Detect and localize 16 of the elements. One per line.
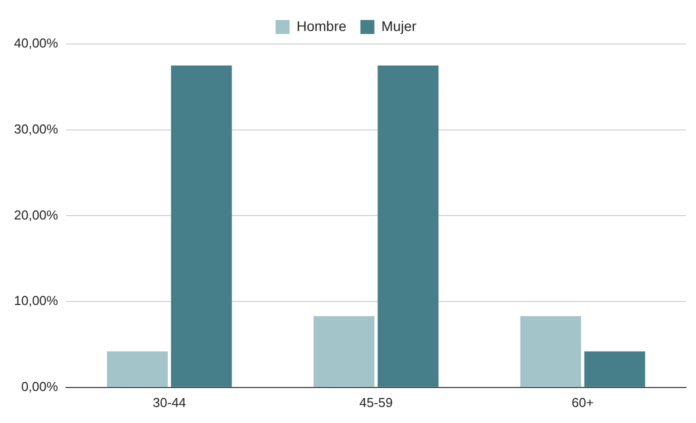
bar [171, 65, 232, 387]
y-tick-label: 20,00% [14, 207, 59, 222]
legend-label: Mujer [381, 18, 417, 34]
bar [106, 351, 168, 387]
y-tick-label: 10,00% [14, 293, 59, 308]
bar [378, 65, 438, 387]
y-tick-label: 30,00% [14, 121, 59, 136]
y-tick-label: 0,00% [21, 378, 59, 394]
legend-label: Hombre [296, 18, 347, 34]
bar [520, 316, 582, 387]
bar [584, 351, 646, 387]
y-tick-label: 40,00% [14, 36, 59, 51]
bar [314, 316, 374, 387]
x-tick-label: 30-44 [152, 394, 186, 410]
x-tick-label: 60+ [572, 394, 594, 410]
x-tick-label: 45-59 [359, 394, 393, 410]
